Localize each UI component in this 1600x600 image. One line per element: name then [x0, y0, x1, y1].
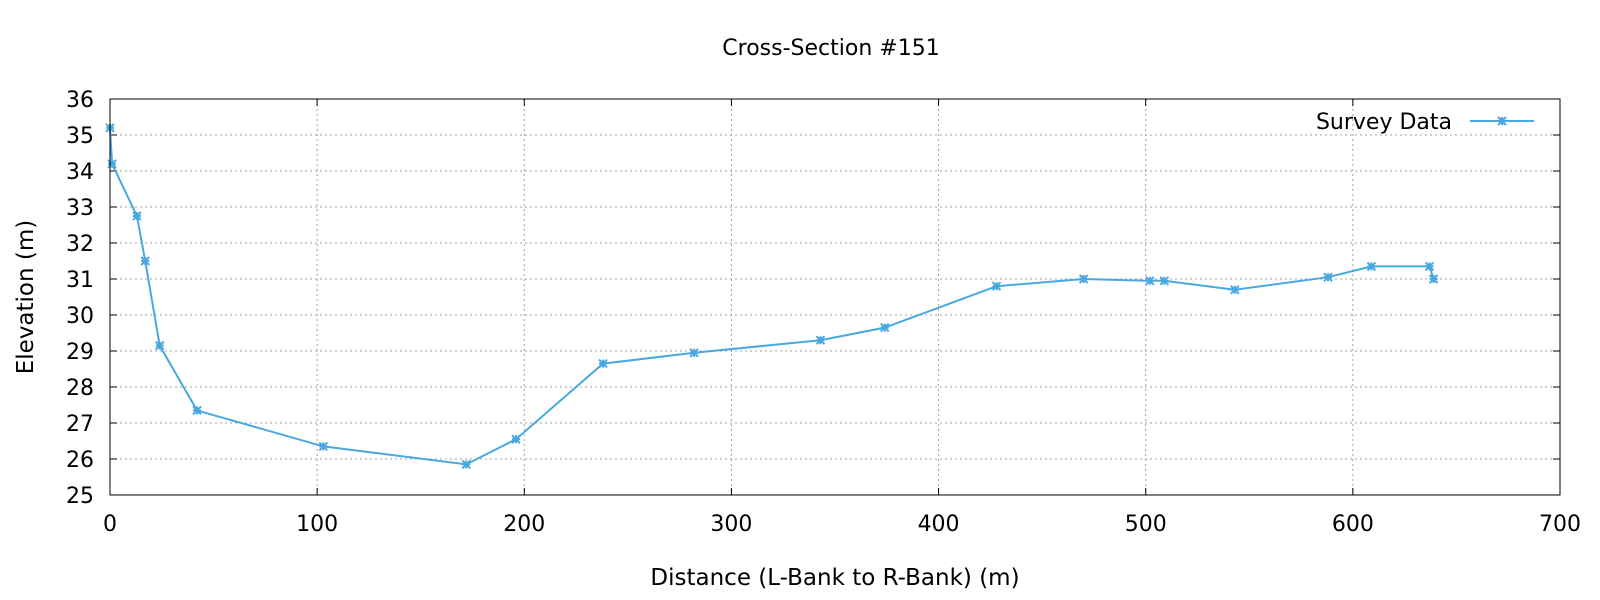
y-tick-label: 36 — [66, 88, 94, 113]
data-point — [689, 348, 699, 358]
data-point — [107, 159, 117, 169]
x-tick-label: 600 — [1332, 512, 1374, 537]
data-point — [1424, 261, 1435, 272]
x-tick-label: 200 — [503, 512, 545, 537]
y-tick-label: 25 — [66, 484, 94, 509]
legend-marker-glyph — [1497, 116, 1507, 126]
x-tick-label: 0 — [103, 512, 117, 537]
x-tick-label: 400 — [918, 512, 960, 537]
x-tick-label: 100 — [296, 512, 338, 537]
data-point — [1078, 274, 1089, 284]
y-tick-label: 35 — [66, 124, 94, 149]
data-point — [1366, 261, 1377, 272]
y-tick-label: 27 — [66, 412, 94, 437]
series-line-survey-data — [109, 127, 1435, 466]
data-point — [1159, 276, 1170, 286]
y-tick-label: 30 — [66, 304, 94, 329]
y-tick-label: 29 — [66, 340, 94, 365]
data-point — [155, 340, 165, 351]
y-tick-label: 31 — [66, 268, 94, 293]
plot-frame — [109, 98, 1561, 496]
y-tick-label: 32 — [66, 232, 94, 257]
y-tick-label: 28 — [66, 376, 94, 401]
data-point — [991, 281, 1002, 291]
x-axis-label: Distance (L-Bank to R-Bank) (m) — [650, 565, 1019, 591]
data-point — [598, 358, 608, 369]
y-tick-label: 34 — [66, 160, 94, 185]
axes: 0 100 200 300 400 500 600 700 25 26 27 28 29 30 31 32 33… — [66, 88, 1581, 537]
legend-label-survey-data: Survey Data — [1316, 110, 1452, 135]
series-layer — [105, 123, 1439, 470]
data-point — [318, 441, 329, 452]
grid — [110, 99, 1560, 495]
data-point — [1145, 276, 1155, 286]
x-tick-label: 700 — [1539, 512, 1581, 537]
x-tick-label: 500 — [1125, 512, 1167, 537]
legend-marker-survey-data — [1497, 116, 1507, 126]
data-point — [1428, 274, 1439, 284]
data-point — [140, 256, 150, 266]
legend: Survey Data — [1316, 110, 1534, 135]
y-axis-label: Elevation (m) — [13, 220, 39, 375]
data-point — [511, 434, 521, 444]
data-point — [192, 405, 202, 416]
data-point — [461, 459, 471, 470]
chart-title: Cross-Section #151 — [722, 36, 939, 61]
data-point — [132, 211, 142, 221]
data-point — [1323, 272, 1333, 282]
x-tick-label: 300 — [710, 512, 752, 537]
y-tick-label: 33 — [66, 196, 94, 221]
data-point — [815, 335, 826, 345]
data-point — [1230, 285, 1240, 295]
data-point — [880, 322, 890, 333]
y-tick-label: 26 — [66, 448, 94, 473]
